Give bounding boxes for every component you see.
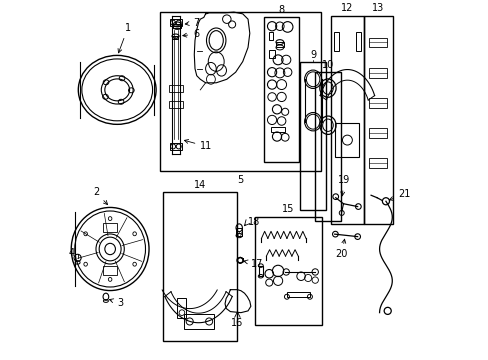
Text: 17: 17 — [244, 259, 263, 269]
Bar — [330, 15, 363, 224]
Bar — [172, 36, 178, 39]
Bar — [103, 223, 117, 232]
Bar — [269, 32, 272, 40]
Bar — [173, 24, 181, 28]
Bar — [275, 42, 283, 48]
Bar — [177, 298, 186, 318]
Text: 6: 6 — [183, 29, 199, 39]
Bar — [159, 12, 320, 171]
Bar — [363, 15, 392, 224]
Bar — [315, 72, 340, 221]
Bar — [300, 62, 325, 210]
Bar — [169, 85, 182, 92]
Bar — [264, 17, 299, 162]
Bar — [270, 127, 285, 132]
Bar — [170, 19, 182, 26]
Bar — [236, 228, 242, 235]
Bar — [368, 128, 386, 138]
Text: 8: 8 — [278, 5, 284, 15]
Text: 18: 18 — [247, 217, 260, 228]
Text: 2: 2 — [93, 188, 107, 204]
Text: 9: 9 — [309, 50, 316, 60]
Text: 20: 20 — [335, 239, 347, 259]
Text: 11: 11 — [184, 140, 212, 152]
Bar — [169, 101, 182, 108]
Text: 19: 19 — [337, 175, 349, 196]
Text: 14: 14 — [194, 180, 206, 190]
Bar — [368, 98, 386, 108]
Text: 5: 5 — [237, 175, 243, 185]
Bar — [355, 32, 361, 51]
Text: 12: 12 — [341, 3, 353, 13]
Text: 10: 10 — [321, 60, 333, 71]
Bar — [258, 266, 263, 276]
Text: 3: 3 — [109, 298, 123, 308]
Bar — [368, 37, 386, 48]
Bar — [368, 158, 386, 168]
Bar — [163, 193, 237, 341]
Bar — [170, 143, 182, 150]
Text: 15: 15 — [282, 204, 294, 214]
Bar — [269, 50, 274, 58]
Bar — [335, 123, 358, 157]
Bar — [286, 292, 309, 297]
Text: 4: 4 — [69, 248, 75, 257]
Bar — [368, 68, 386, 77]
Text: 7: 7 — [185, 18, 199, 28]
Bar — [184, 314, 214, 329]
Text: 16: 16 — [231, 318, 243, 328]
Bar — [103, 266, 117, 275]
Text: 1: 1 — [118, 23, 131, 53]
Text: 13: 13 — [372, 3, 384, 13]
Bar — [333, 32, 338, 51]
Bar — [255, 217, 321, 325]
Text: 21: 21 — [388, 189, 410, 201]
